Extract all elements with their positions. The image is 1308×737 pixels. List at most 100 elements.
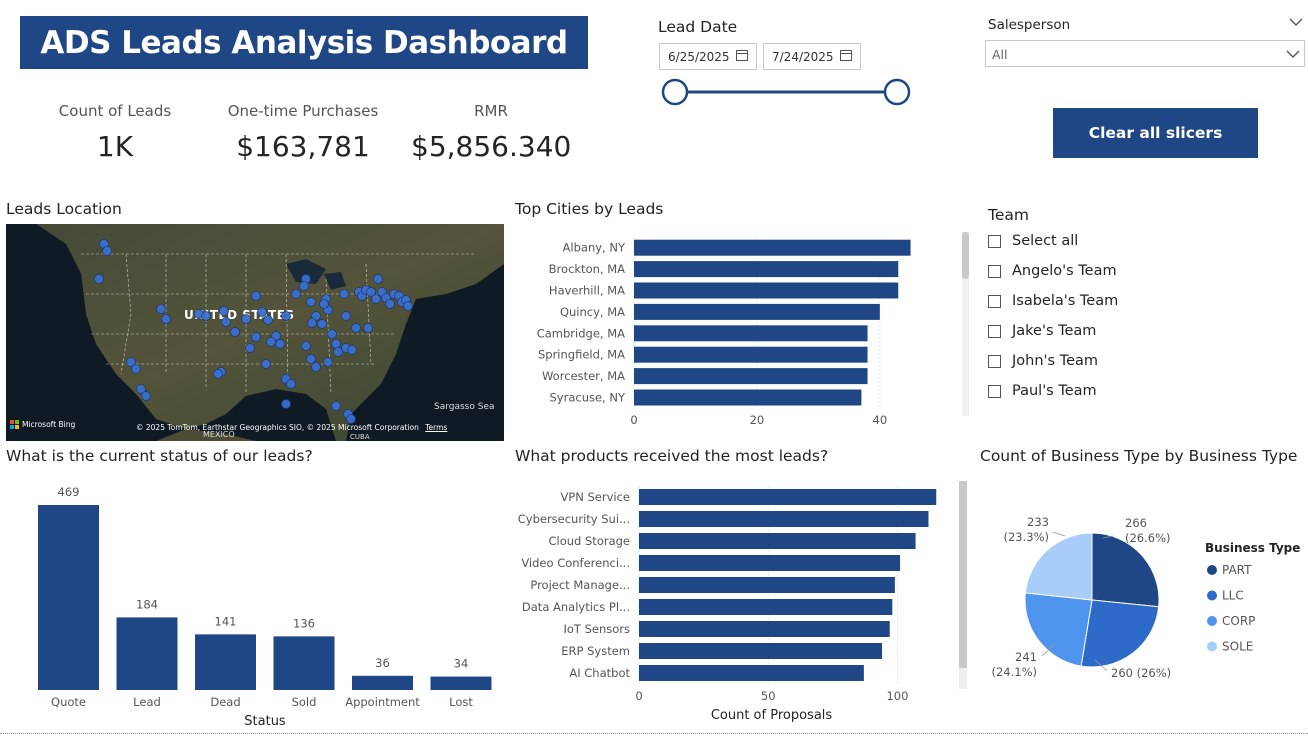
bar[interactable] [639, 599, 893, 615]
bar[interactable] [352, 675, 413, 690]
legend-marker[interactable] [1207, 616, 1217, 626]
pie-slice[interactable] [1024, 532, 1093, 601]
lead-marker[interactable] [102, 246, 112, 256]
slider-handle-start[interactable] [661, 78, 689, 106]
pie-slice[interactable] [1024, 592, 1093, 667]
slider-handle-end[interactable] [883, 78, 911, 106]
lead-marker[interactable] [219, 306, 229, 316]
bar[interactable] [639, 665, 864, 681]
products-scrollbar[interactable] [959, 481, 967, 689]
lead-marker[interactable] [331, 339, 341, 349]
products-scrollbar-thumb[interactable] [959, 481, 967, 668]
lead-marker[interactable] [261, 359, 271, 369]
lead-marker[interactable] [347, 345, 357, 355]
calendar-icon[interactable] [840, 50, 852, 61]
lead-marker[interactable] [266, 337, 276, 347]
chevron-down-icon[interactable] [1289, 17, 1303, 27]
bar[interactable] [273, 636, 335, 690]
lead-marker[interactable] [346, 414, 356, 424]
lead-marker[interactable] [327, 329, 337, 339]
date-range-slider[interactable] [656, 76, 916, 110]
team-option[interactable]: Isabela's Team [988, 286, 1118, 316]
cities-scrollbar[interactable] [962, 232, 969, 416]
lead-marker[interactable] [363, 323, 373, 333]
checkbox[interactable] [988, 294, 1001, 308]
lead-marker[interactable] [201, 311, 211, 321]
lead-marker[interactable] [306, 297, 316, 307]
lead-marker[interactable] [299, 281, 309, 291]
lead-marker[interactable] [281, 399, 291, 409]
lead-marker[interactable] [371, 294, 381, 304]
bar[interactable] [430, 676, 492, 690]
legend-marker[interactable] [1207, 590, 1217, 601]
lead-marker[interactable] [306, 354, 316, 364]
lead-marker[interactable] [317, 319, 327, 329]
lead-marker[interactable] [301, 341, 311, 351]
legend-label[interactable]: CORP [1222, 614, 1255, 628]
lead-marker[interactable] [333, 347, 343, 357]
lead-marker[interactable] [351, 323, 361, 333]
lead-marker[interactable] [94, 274, 104, 284]
lead-marker[interactable] [230, 327, 240, 337]
checkbox[interactable] [988, 264, 1001, 278]
bar[interactable] [639, 621, 890, 637]
lead-marker[interactable] [131, 364, 141, 374]
bar[interactable] [639, 489, 937, 505]
lead-marker[interactable] [286, 379, 296, 389]
lead-marker[interactable] [281, 311, 291, 321]
lead-marker[interactable] [245, 343, 255, 353]
bar[interactable] [634, 389, 862, 406]
lead-marker[interactable] [373, 274, 383, 284]
lead-marker[interactable] [251, 291, 261, 301]
lead-marker[interactable] [257, 307, 267, 317]
lead-marker[interactable] [311, 362, 321, 372]
lead-marker[interactable] [366, 287, 376, 297]
legend-label[interactable]: SOLE [1222, 640, 1253, 654]
team-option[interactable]: John's Team [988, 346, 1118, 376]
legend-label[interactable]: LLC [1222, 589, 1244, 603]
lead-marker[interactable] [339, 289, 349, 299]
checkbox[interactable] [988, 384, 1001, 398]
bar[interactable] [38, 505, 99, 690]
lead-marker[interactable] [341, 311, 351, 321]
bar[interactable] [639, 643, 882, 659]
lead-marker[interactable] [221, 317, 231, 327]
lead-marker[interactable] [307, 318, 317, 328]
bar[interactable] [634, 282, 899, 299]
bar[interactable] [639, 555, 901, 571]
checkbox[interactable] [988, 234, 1001, 248]
lead-marker[interactable] [241, 314, 251, 324]
end-date-input[interactable]: 7/24/2025 [763, 43, 861, 70]
lead-marker[interactable] [213, 369, 223, 379]
leads-location-map[interactable]: UNITED STATES Sargasso Sea MEXICO CUBA M… [6, 224, 504, 441]
start-date-input[interactable]: 6/25/2025 [659, 43, 757, 70]
lead-marker[interactable] [275, 339, 285, 349]
legend-label[interactable]: PART [1222, 563, 1252, 577]
bar[interactable] [195, 634, 256, 690]
legend-marker[interactable] [1207, 641, 1217, 652]
clear-all-slicers-button[interactable]: Clear all slicers [1053, 108, 1258, 158]
lead-marker[interactable] [251, 332, 261, 342]
bar[interactable] [634, 239, 911, 256]
terms-link[interactable]: Terms [425, 423, 448, 432]
lead-marker[interactable] [263, 315, 273, 325]
checkbox[interactable] [988, 324, 1001, 338]
lead-marker[interactable] [136, 384, 146, 394]
salesperson-dropdown[interactable]: All [985, 40, 1305, 67]
checkbox[interactable] [988, 354, 1001, 368]
bar[interactable] [634, 303, 880, 320]
calendar-icon[interactable] [736, 50, 748, 61]
lead-marker[interactable] [323, 357, 333, 367]
bar[interactable] [639, 511, 929, 527]
lead-marker[interactable] [403, 301, 413, 311]
map-lead-points[interactable] [6, 224, 504, 441]
legend-marker[interactable] [1207, 565, 1217, 575]
bar[interactable] [639, 533, 916, 549]
lead-marker[interactable] [141, 391, 151, 401]
lead-marker[interactable] [385, 299, 395, 309]
chevron-down-icon[interactable] [1286, 49, 1300, 59]
team-option[interactable]: Jake's Team [988, 316, 1118, 346]
lead-marker[interactable] [319, 299, 329, 309]
lead-marker[interactable] [291, 289, 301, 299]
lead-marker[interactable] [156, 304, 166, 314]
